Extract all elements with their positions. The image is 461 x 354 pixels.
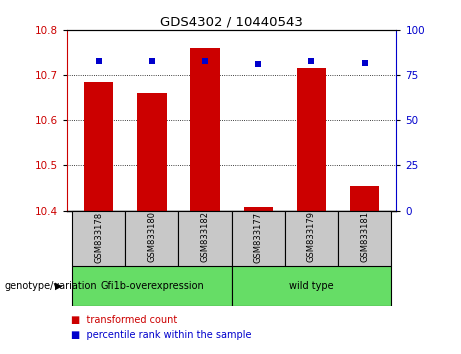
Bar	[190, 48, 220, 211]
Text: ■  percentile rank within the sample: ■ percentile rank within the sample	[71, 330, 252, 341]
Bar	[72, 211, 125, 266]
Point	[95, 58, 102, 64]
Text: ▶: ▶	[55, 281, 63, 291]
Point	[254, 62, 262, 67]
Text: GSM833179: GSM833179	[307, 211, 316, 262]
Text: wild type: wild type	[289, 281, 334, 291]
Title: GDS4302 / 10440543: GDS4302 / 10440543	[160, 16, 303, 29]
Point	[201, 58, 209, 64]
Bar	[350, 186, 379, 211]
Bar	[84, 82, 113, 211]
Bar	[231, 211, 285, 266]
Text: genotype/variation: genotype/variation	[5, 281, 97, 291]
Text: GSM833177: GSM833177	[254, 211, 263, 263]
Text: GSM833180: GSM833180	[148, 211, 156, 262]
Bar	[72, 266, 231, 306]
Bar	[338, 211, 391, 266]
Point	[361, 60, 368, 65]
Text: GSM833181: GSM833181	[360, 211, 369, 262]
Bar	[231, 266, 391, 306]
Bar	[297, 68, 326, 211]
Bar	[137, 93, 166, 211]
Text: GSM833182: GSM833182	[201, 211, 210, 262]
Bar	[243, 207, 273, 211]
Point	[148, 58, 156, 64]
Text: GSM833178: GSM833178	[94, 211, 103, 263]
Text: ■  transformed count: ■ transformed count	[71, 315, 177, 325]
Text: Gfi1b-overexpression: Gfi1b-overexpression	[100, 281, 204, 291]
Point	[307, 58, 315, 64]
Bar	[178, 211, 231, 266]
Bar	[285, 211, 338, 266]
Bar	[125, 211, 178, 266]
